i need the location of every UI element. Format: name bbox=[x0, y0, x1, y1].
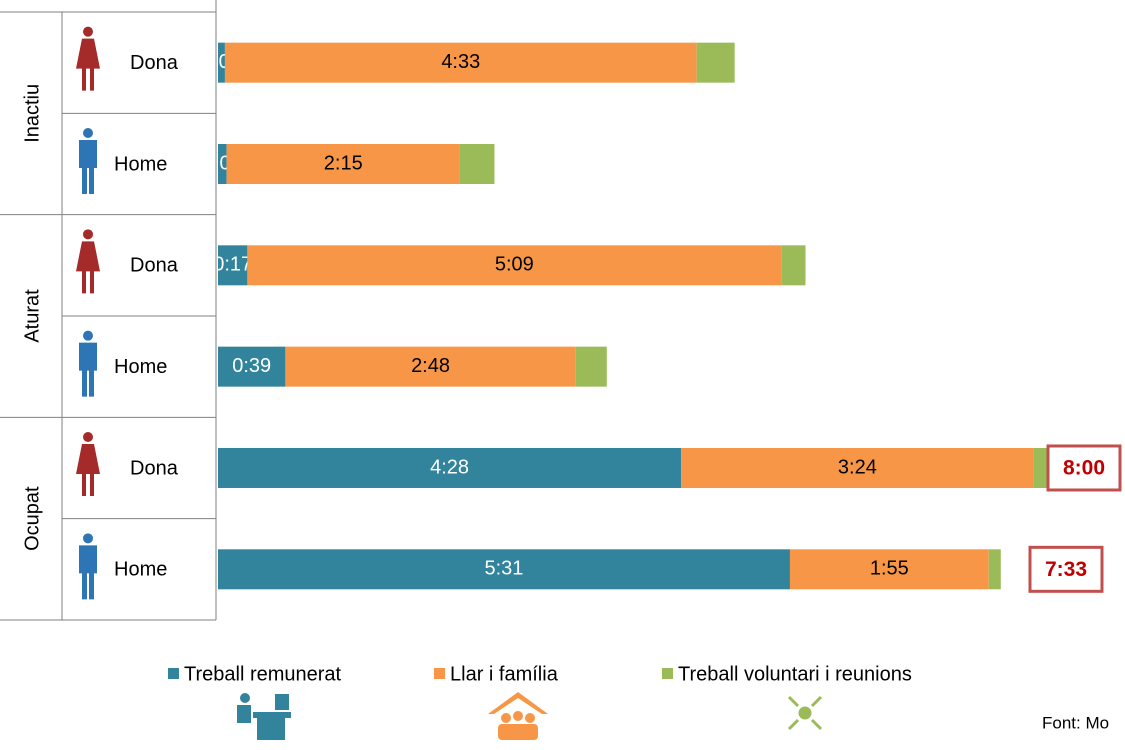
category-label: Home bbox=[114, 559, 167, 581]
group-label: Ocupat bbox=[21, 486, 43, 551]
icon-head bbox=[83, 229, 93, 240]
icon-man bbox=[79, 330, 97, 397]
legend: Treball remunerat Llar i família Treball v… bbox=[168, 663, 912, 685]
bar-segment bbox=[224, 42, 697, 83]
label-panel: Inactiu Aturat Ocupat Dona Home Dona Home Dona H… bbox=[0, 0, 217, 640]
value-label: 4:28 bbox=[430, 456, 469, 478]
icon-man bbox=[79, 127, 97, 194]
icon-head bbox=[83, 26, 93, 37]
icon-woman bbox=[76, 229, 100, 294]
icon-body bbox=[76, 38, 100, 91]
total-box bbox=[1028, 545, 1104, 593]
icon-meeting bbox=[787, 695, 823, 731]
value-label: 1:55 bbox=[870, 558, 909, 580]
value-label: 2:15 bbox=[324, 152, 363, 174]
bars: 0:04 4:330:05 2:150:17 5:090:39 2:484:28 3:24… bbox=[202, 42, 1122, 593]
legend-icons bbox=[237, 692, 823, 740]
legend-swatch bbox=[434, 668, 445, 679]
legend-swatch bbox=[662, 668, 673, 679]
bar-segment bbox=[218, 42, 225, 83]
value-label: 3:24 bbox=[838, 456, 877, 478]
category-label: Dona bbox=[130, 457, 179, 479]
total-box bbox=[1046, 444, 1122, 492]
value-label: 0:17 bbox=[213, 254, 252, 276]
icon-woman bbox=[76, 26, 100, 91]
bar-segment bbox=[696, 42, 735, 83]
bar-segment bbox=[988, 549, 1001, 590]
bar-segment bbox=[1033, 447, 1048, 488]
category-label: Home bbox=[114, 153, 167, 175]
icon-body bbox=[76, 443, 100, 496]
value-label: 5:31 bbox=[485, 558, 524, 580]
icon-man bbox=[79, 533, 97, 600]
bar-segment bbox=[218, 549, 790, 590]
icon-woman bbox=[76, 431, 100, 496]
bar-segment bbox=[575, 346, 607, 387]
bar-segment bbox=[218, 245, 248, 286]
value-label: 5:09 bbox=[495, 254, 534, 276]
bar-segment bbox=[459, 143, 495, 184]
value-label: 2:48 bbox=[411, 355, 450, 377]
icon-body bbox=[76, 241, 100, 294]
icon-head bbox=[83, 330, 93, 341]
bar-segment bbox=[789, 549, 989, 590]
group-label: Aturat bbox=[21, 289, 43, 343]
icon-body bbox=[79, 342, 97, 397]
icon-head bbox=[83, 533, 93, 544]
icon-home bbox=[488, 692, 548, 740]
total-label: 8:00 bbox=[1063, 457, 1105, 480]
icon-body bbox=[79, 545, 97, 600]
bar-segment bbox=[218, 143, 227, 184]
bar-segment bbox=[218, 346, 286, 387]
bar-segment bbox=[218, 447, 682, 488]
value-label: 4:33 bbox=[441, 51, 480, 73]
category-label: Home bbox=[114, 356, 167, 378]
bar-segment bbox=[226, 143, 460, 184]
panel-bg bbox=[0, 0, 216, 640]
source: Font: Mo bbox=[1042, 713, 1109, 732]
legend-label: Llar i família bbox=[450, 663, 559, 685]
icon-head bbox=[83, 127, 93, 138]
bar-segment bbox=[781, 245, 806, 286]
value-label: 0:39 bbox=[232, 355, 271, 377]
bar-segment bbox=[285, 346, 576, 387]
category-label: Dona bbox=[130, 52, 179, 74]
category-label: Dona bbox=[130, 255, 179, 277]
bar-segment bbox=[247, 245, 782, 286]
icon-head bbox=[83, 431, 93, 442]
total-label: 7:33 bbox=[1045, 558, 1087, 581]
icon-work bbox=[237, 693, 291, 740]
bar-segment bbox=[681, 447, 1034, 488]
group-label: Inactiu bbox=[21, 84, 43, 143]
legend-label: Treball voluntari i reunions bbox=[678, 663, 912, 685]
legend-swatch bbox=[168, 668, 179, 679]
legend-label: Treball remunerat bbox=[184, 663, 342, 685]
icon-body bbox=[79, 139, 97, 194]
